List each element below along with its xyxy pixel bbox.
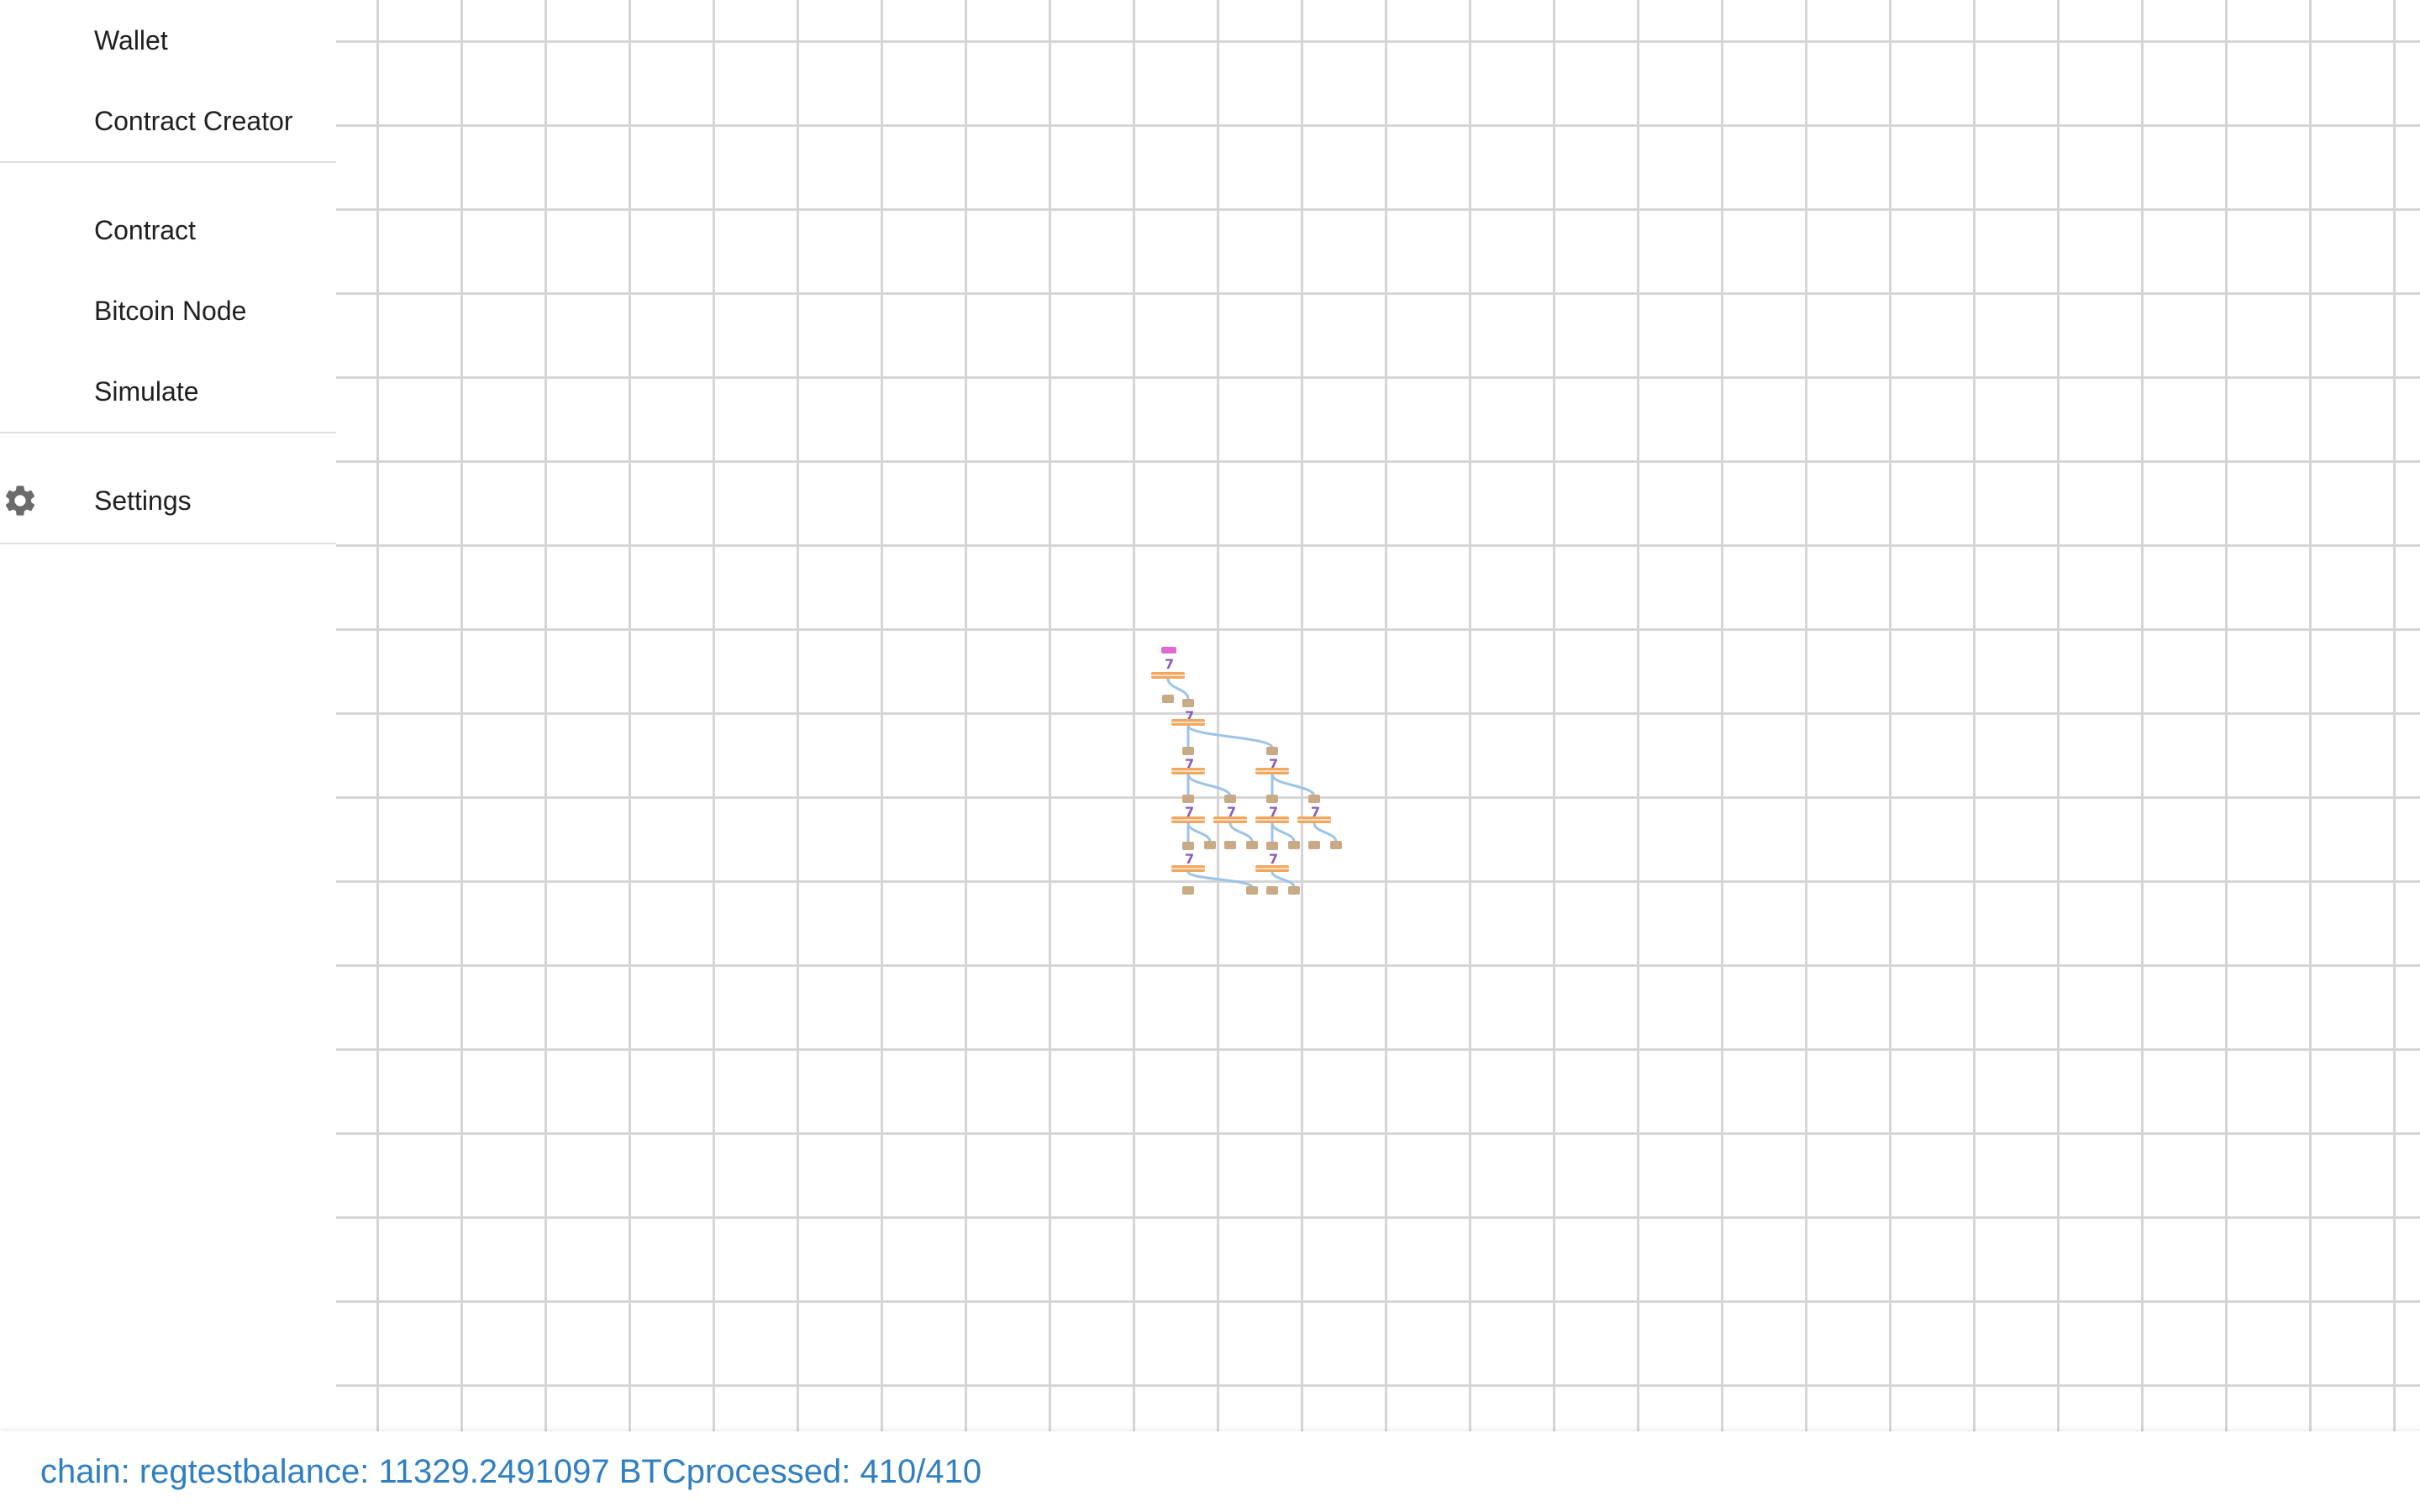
graph-edge bbox=[1166, 678, 1190, 700]
clause-marker: 7 bbox=[1269, 851, 1278, 867]
transaction-node-stripe bbox=[1297, 819, 1331, 821]
graph-edge bbox=[1228, 822, 1254, 843]
sidebar-group-secondary: Contract Bitcoin Node Simulate bbox=[0, 163, 336, 433]
status-text: chain: regtestbalance: 11329.2491097 BTC… bbox=[40, 1453, 981, 1491]
clause-marker: 7 bbox=[1185, 851, 1194, 867]
graph-nodes: 7 7 7 7 7 7 7 7 7 7 bbox=[1151, 647, 1342, 895]
utxo-node bbox=[1246, 886, 1258, 895]
sidebar-item-simulate[interactable]: Simulate bbox=[0, 351, 336, 432]
graph-edge bbox=[1270, 774, 1316, 797]
utxo-node bbox=[1224, 841, 1236, 849]
transaction-node-stripe bbox=[1255, 770, 1289, 772]
sidebar-item-bitcoin-node[interactable]: Bitcoin Node bbox=[0, 270, 336, 351]
graph-edge bbox=[1186, 774, 1232, 797]
contract-graph-canvas[interactable]: 7 7 7 7 7 7 7 7 7 7 bbox=[336, 0, 2420, 1431]
sidebar-item-contract-creator[interactable]: Contract Creator bbox=[0, 81, 336, 161]
sidebar-item-label: Simulate bbox=[94, 375, 199, 407]
clause-marker: 7 bbox=[1165, 656, 1174, 672]
utxo-node bbox=[1266, 842, 1278, 850]
utxo-node bbox=[1308, 841, 1320, 849]
utxo-node bbox=[1204, 841, 1216, 849]
graph-edge bbox=[1270, 822, 1296, 843]
utxo-node bbox=[1182, 795, 1194, 803]
utxo-node bbox=[1162, 695, 1174, 703]
graph-edge bbox=[1270, 871, 1296, 888]
graph-edge bbox=[1186, 725, 1274, 748]
graph-edge bbox=[1186, 822, 1212, 843]
graph-edge bbox=[1313, 822, 1338, 843]
sidebar-item-label: Contract Creator bbox=[94, 105, 293, 136]
sidebar-group-primary: Wallet Contract Creator bbox=[0, 0, 336, 163]
sidebar-item-wallet[interactable]: Wallet bbox=[0, 0, 336, 81]
sidebar-item-contract[interactable]: Contract bbox=[0, 190, 336, 270]
graph-edge bbox=[1186, 870, 1254, 889]
sidebar-item-label: Settings bbox=[94, 485, 192, 516]
processed-value: 410/410 bbox=[860, 1452, 982, 1490]
sidebar: Wallet Contract Creator Contract Bitcoin… bbox=[0, 0, 336, 1431]
utxo-node bbox=[1308, 795, 1320, 803]
utxo-node bbox=[1182, 699, 1194, 707]
utxo-node bbox=[1182, 842, 1194, 850]
transaction-node-stripe bbox=[1171, 819, 1205, 821]
processed-label: processed: bbox=[686, 1452, 860, 1490]
status-bar: chain: regtestbalance: 11329.2491097 BTC… bbox=[0, 1431, 2420, 1512]
gear-icon bbox=[2, 482, 39, 519]
transaction-node-stripe bbox=[1213, 819, 1247, 821]
clause-marker: 7 bbox=[1185, 756, 1194, 772]
root-node bbox=[1161, 647, 1176, 654]
chain-label: chain: bbox=[40, 1452, 139, 1490]
utxo-node bbox=[1288, 841, 1300, 849]
balance-label: balance: bbox=[242, 1452, 379, 1490]
clause-marker: 7 bbox=[1269, 756, 1278, 772]
sidebar-item-label: Wallet bbox=[94, 24, 168, 55]
clause-marker: 7 bbox=[1269, 804, 1278, 820]
transaction-node-stripe bbox=[1171, 722, 1205, 723]
clause-marker: 7 bbox=[1185, 804, 1194, 820]
utxo-node bbox=[1182, 886, 1194, 895]
utxo-node bbox=[1224, 795, 1236, 803]
utxo-node bbox=[1266, 795, 1278, 803]
transaction-node-stripe bbox=[1171, 770, 1205, 772]
utxo-node bbox=[1288, 886, 1300, 895]
clause-marker: 7 bbox=[1227, 804, 1236, 820]
utxo-node bbox=[1182, 747, 1194, 755]
utxo-node bbox=[1266, 886, 1278, 895]
transaction-node-stripe bbox=[1255, 819, 1289, 821]
transaction-node-stripe bbox=[1255, 868, 1289, 869]
clause-marker: 7 bbox=[1311, 804, 1320, 820]
graph-edges bbox=[1166, 678, 1338, 889]
sidebar-group-settings: Settings bbox=[0, 433, 336, 544]
transaction-node-stripe bbox=[1171, 868, 1205, 869]
balance-value: 11329.2491097 BTC bbox=[378, 1452, 687, 1490]
contract-graph[interactable]: 7 7 7 7 7 7 7 7 7 7 bbox=[336, 0, 2420, 1431]
utxo-node bbox=[1330, 841, 1342, 849]
sidebar-item-label: Bitcoin Node bbox=[94, 295, 247, 326]
chain-value: regtest bbox=[139, 1452, 243, 1490]
utxo-node bbox=[1266, 747, 1278, 755]
sidebar-item-label: Contract bbox=[94, 214, 196, 245]
transaction-node-stripe bbox=[1151, 675, 1185, 676]
clause-marker: 7 bbox=[1185, 708, 1194, 724]
sidebar-item-settings[interactable]: Settings bbox=[0, 459, 336, 543]
utxo-node bbox=[1246, 841, 1258, 849]
